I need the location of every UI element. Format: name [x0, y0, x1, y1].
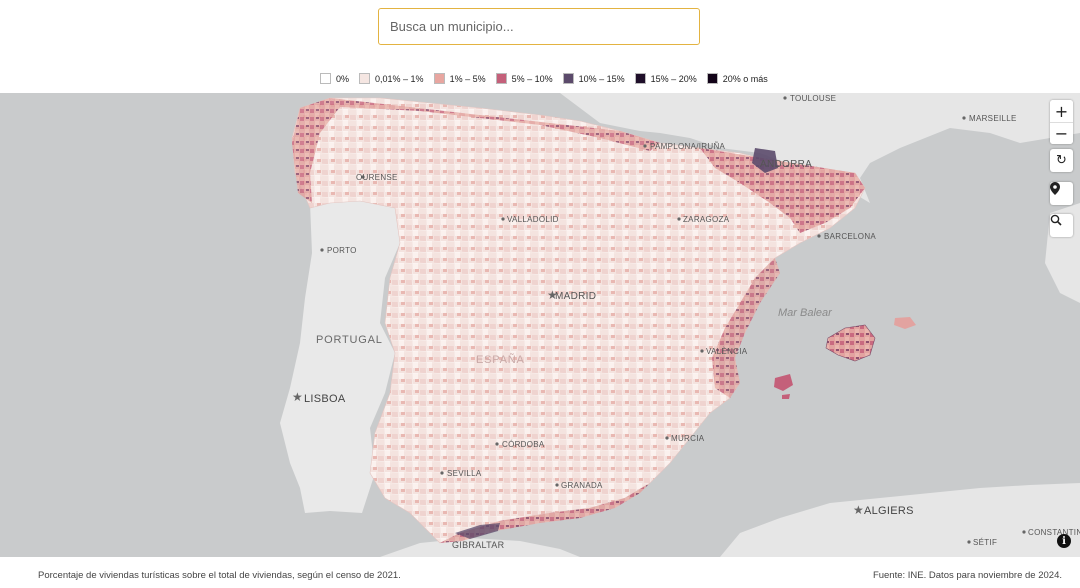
zoom-out-button[interactable]: −: [1050, 122, 1073, 144]
legend-item-3: 5% – 10%: [495, 73, 553, 84]
city-label-pamplona: PAMPLONA/IRUÑA: [650, 142, 726, 151]
costa-del-sol: [455, 523, 500, 539]
legend-swatch: [359, 73, 371, 84]
legend-item-4: 10% – 15%: [562, 73, 625, 84]
search-icon: [1050, 214, 1062, 226]
legend-label: 0%: [336, 73, 350, 84]
footer-source: Fuente: INE. Datos para noviembre de 202…: [872, 570, 1062, 581]
city-label-setif: SÉTIF: [973, 538, 997, 547]
footer-note: Porcentaje de viviendas turísticas sobre…: [38, 570, 401, 581]
info-icon: i: [1062, 535, 1066, 547]
france-landmass: [560, 93, 1080, 203]
legend-swatch: [433, 73, 445, 84]
locate-button[interactable]: [1050, 182, 1073, 205]
city-label-lisboa: LISBOA: [304, 393, 346, 405]
legend-label: 20% o más: [722, 73, 768, 84]
city-markers: [320, 96, 1026, 544]
legend-item-6: 20% o más: [706, 73, 768, 84]
city-label-valencia: VALÈNCIA: [706, 347, 748, 356]
city-label-constantine: CONSTANTINE: [1028, 528, 1080, 537]
choropleth-map[interactable]: ★ ★ ★ TOULOUSE MARSEILLE PAMPLONA/IRUÑA …: [0, 93, 1080, 557]
map-canvas[interactable]: ★ ★ ★ TOULOUSE MARSEILLE PAMPLONA/IRUÑA …: [0, 93, 1080, 557]
north-coast-band: [330, 98, 660, 151]
legend-swatch: [706, 73, 718, 84]
city-label-ourense: OURENSE: [356, 173, 398, 182]
city-label-murcia: MURCIA: [671, 434, 705, 443]
reset-view-button[interactable]: ↻: [1050, 149, 1073, 172]
city-label-valladolid: VALLADOLID: [507, 215, 559, 224]
city-label-marseille: MARSEILLE: [969, 114, 1017, 123]
footer: Porcentaje de viviendas turísticas sobre…: [38, 570, 1062, 581]
city-label-andorra: ANDORRA: [760, 159, 812, 170]
legend-item-1: 0,01% – 1%: [359, 73, 424, 84]
capital-star-icon: ★: [292, 390, 303, 404]
city-label-madrid: MADRID: [555, 291, 596, 302]
city-label-barcelona: BARCELONA: [824, 232, 876, 241]
city-label-algiers: ALGIERS: [864, 505, 914, 517]
legend-item-5: 15% – 20%: [634, 73, 697, 84]
legend-item-2: 1% – 5%: [433, 73, 486, 84]
legend-swatch: [320, 73, 331, 84]
zoom-in-button[interactable]: +: [1050, 100, 1073, 122]
legend-item-0: 0%: [320, 73, 349, 84]
search-input[interactable]: [378, 8, 700, 45]
legend-label: 0,01% – 1%: [375, 73, 424, 84]
city-label-granada: GRANADA: [561, 481, 603, 490]
city-label-toulouse: TOULOUSE: [790, 94, 836, 103]
capital-star-icon: ★: [547, 288, 558, 302]
municipality-search[interactable]: [378, 8, 700, 45]
location-pin-icon: [1050, 182, 1060, 195]
formentera-island: [782, 394, 790, 399]
mallorca-island: [825, 324, 876, 362]
map-search-button[interactable]: [1050, 214, 1073, 237]
spain-mainland: [291, 97, 866, 544]
legend-label: 1% – 5%: [449, 73, 486, 84]
legend-label: 15% – 20%: [650, 73, 697, 84]
levante-band: [712, 258, 780, 398]
reset-icon: ↻: [1056, 153, 1067, 168]
city-label-cordoba: CÓRDOBA: [502, 440, 545, 449]
legend-label: 5% – 10%: [511, 73, 553, 84]
morocco-landmass: [380, 538, 580, 557]
menorca-island: [894, 317, 916, 329]
country-label-espana: ESPAÑA: [476, 353, 525, 366]
catalonia-band: [700, 148, 865, 233]
galicia-coast-band: [292, 98, 340, 203]
info-button[interactable]: i: [1057, 534, 1071, 548]
legend-swatch: [634, 73, 646, 84]
ibiza-island: [774, 374, 793, 391]
capital-star-icon: ★: [853, 503, 864, 517]
legend-swatch: [495, 73, 507, 84]
pyrenees-hotspot: [752, 148, 778, 173]
zoom-control: + −: [1050, 100, 1073, 144]
north-africa-landmass: [720, 483, 1080, 557]
country-label-portugal: PORTUGAL: [316, 334, 383, 346]
city-label-porto: PORTO: [327, 246, 357, 255]
legend-label: 10% – 15%: [578, 73, 625, 84]
city-label-zaragoza: ZARAGOZA: [683, 215, 730, 224]
map-legend: 0% 0,01% – 1% 1% – 5% 5% – 10% 10% – 15%…: [320, 73, 778, 84]
legend-swatch: [562, 73, 574, 84]
city-label-sevilla: SEVILLA: [447, 469, 482, 478]
city-label-gibraltar: GIBRALTAR: [452, 540, 505, 550]
sea-label-balear: Mar Balear: [778, 307, 833, 319]
portugal-landmass: [280, 201, 400, 513]
